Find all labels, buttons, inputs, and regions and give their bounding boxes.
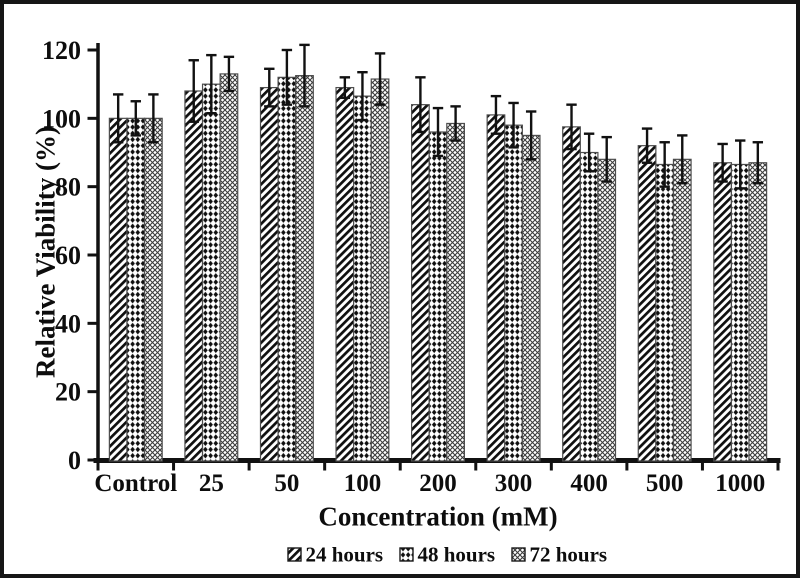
- bar-24-hours-1000: [713, 162, 733, 462]
- x-tick-label-control: Control: [94, 470, 177, 497]
- legend-swatch-24-hours: [287, 547, 302, 562]
- bar-48-hours-control: [126, 117, 146, 462]
- bar-24-hours-500: [637, 145, 657, 462]
- bar-24-hours-25: [184, 90, 204, 462]
- bar-48-hours-100: [353, 95, 372, 462]
- bar-48-hours-200: [428, 131, 448, 462]
- viability-bar-chart: 0 20 40 60 80 100 120 Control 25 50 100 200 300 400 50…: [42, 36, 781, 567]
- bar-48-hours-1000: [730, 163, 750, 462]
- x-tick-label-500: 500: [646, 470, 684, 497]
- bar-72-hours-400: [597, 158, 617, 462]
- bar-48-hours-400: [579, 151, 599, 462]
- bar-72-hours-control: [143, 117, 163, 462]
- bar-24-hours-control: [108, 117, 128, 462]
- bar-72-hours-1000: [748, 162, 768, 462]
- bar-24-hours-50: [259, 86, 279, 462]
- x-tick-label-100: 100: [344, 470, 382, 497]
- bar-24-hours-400: [562, 126, 581, 462]
- bar-72-hours-100: [370, 78, 390, 462]
- bar-72-hours-300: [521, 134, 541, 462]
- bar-24-hours-300: [486, 114, 506, 462]
- y-tick-label-0: 0: [68, 446, 81, 475]
- bar-72-hours-200: [446, 122, 465, 462]
- y-axis-title: Relative Viability (%): [30, 126, 61, 378]
- x-tick-label-50: 50: [274, 470, 299, 497]
- y-tick-label-40: 40: [55, 309, 81, 338]
- bar-48-hours-25: [201, 83, 221, 462]
- legend-label-48-hours: 48 hours: [418, 543, 496, 567]
- legend-swatch-72-hours: [511, 547, 526, 562]
- bar-48-hours-300: [504, 124, 523, 462]
- y-tick-label-100: 100: [42, 104, 81, 133]
- y-tick-label-60: 60: [55, 241, 81, 270]
- legend-swatch-48-hours: [399, 547, 414, 562]
- x-tick-label-400: 400: [570, 470, 608, 497]
- x-tick-label-1000: 1000: [715, 470, 765, 497]
- bar-48-hours-500: [655, 163, 675, 462]
- y-tick-label-80: 80: [55, 173, 81, 202]
- bar-48-hours-50: [277, 76, 297, 462]
- x-tick-label-200: 200: [419, 470, 457, 497]
- y-tick-label-20: 20: [55, 378, 81, 407]
- bar-72-hours-500: [672, 158, 692, 462]
- y-tick-label-120: 120: [42, 36, 81, 65]
- legend-label-24-hours: 24 hours: [306, 543, 384, 567]
- x-tick-label-300: 300: [495, 470, 533, 497]
- x-axis-title: Concentration (mM): [318, 501, 558, 532]
- bar-72-hours-50: [295, 75, 314, 462]
- legend-label-72-hours: 72 hours: [530, 543, 608, 567]
- x-tick-label-25: 25: [199, 470, 224, 497]
- bar-24-hours-200: [411, 104, 430, 462]
- bar-24-hours-100: [335, 86, 355, 462]
- bar-72-hours-25: [219, 73, 239, 462]
